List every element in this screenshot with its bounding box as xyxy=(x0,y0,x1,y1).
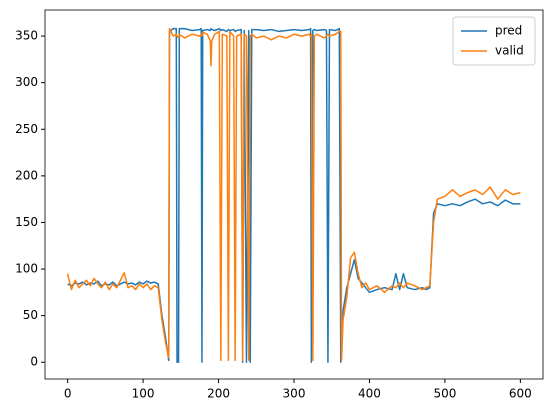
x-tick-label: 400 xyxy=(358,387,381,401)
y-tick-label: 150 xyxy=(15,215,38,229)
legend-label: pred xyxy=(495,24,522,38)
legend-label: valid xyxy=(495,44,524,58)
plot-frame xyxy=(44,9,544,380)
y-tick-label: 300 xyxy=(15,75,38,89)
line-series xyxy=(66,27,521,362)
y-tick-label: 250 xyxy=(15,122,38,136)
x-tick-label: 0 xyxy=(64,387,72,401)
y-tick-label: 50 xyxy=(23,308,38,322)
x-tick-label: 500 xyxy=(433,387,456,401)
legend: pred valid xyxy=(452,16,536,66)
y-tick-label: 350 xyxy=(15,29,38,43)
y-tick-label: 200 xyxy=(15,168,38,182)
y-tick-label: 100 xyxy=(15,262,38,276)
x-tick-label: 600 xyxy=(509,387,532,401)
x-tick-label: 200 xyxy=(207,387,230,401)
line-series xyxy=(67,27,521,363)
legend-box xyxy=(452,16,536,66)
x-tick-label: 100 xyxy=(132,387,155,401)
y-tick-label: 0 xyxy=(30,355,38,369)
x-tick-label: 300 xyxy=(283,387,306,401)
